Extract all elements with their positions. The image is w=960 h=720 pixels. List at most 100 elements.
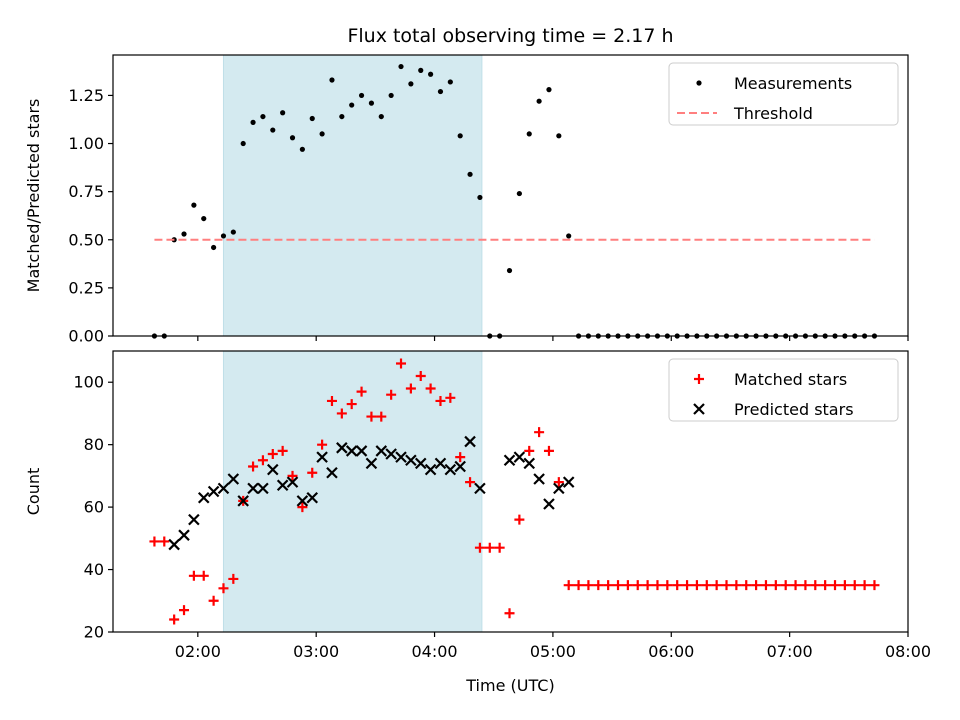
- data-point: [267, 463, 279, 476]
- data-point: [366, 411, 377, 422]
- data-point: [228, 573, 239, 584]
- data-point: [474, 482, 486, 495]
- data-point: [181, 231, 187, 237]
- data-point: [504, 608, 515, 619]
- legend: Matched stars Predicted stars: [668, 358, 899, 422]
- data-point: [464, 435, 476, 448]
- data-point: [524, 445, 535, 456]
- data-point: [307, 467, 318, 478]
- data-point: [339, 113, 345, 120]
- data-point: [533, 473, 545, 485]
- data-point: [536, 98, 542, 104]
- data-point: [299, 146, 305, 152]
- data-point: [457, 133, 463, 139]
- data-point: [211, 244, 217, 251]
- data-point: [378, 113, 384, 120]
- data-point: [336, 408, 347, 419]
- data-point: [414, 457, 427, 470]
- y-tick-label: 0.25: [68, 278, 104, 297]
- chart-panel-2: 20 40 60 80 100 02:00 03:00 04:00 05:00 06:00 07:0…: [24, 350, 931, 695]
- data-point: [296, 495, 309, 507]
- data-point: [179, 605, 190, 616]
- data-point: [257, 455, 268, 466]
- data-point: [149, 536, 160, 547]
- legend-marker: [693, 403, 705, 415]
- data-point: [662, 580, 673, 591]
- data-point: [386, 389, 397, 400]
- data-point: [563, 580, 574, 591]
- legend-label: Matched stars: [734, 370, 847, 389]
- data-point: [534, 427, 545, 438]
- data-point: [201, 215, 207, 222]
- data-point: [731, 580, 742, 591]
- data-point: [250, 119, 256, 125]
- data-point: [405, 454, 417, 467]
- data-point: [613, 580, 624, 591]
- data-point: [248, 461, 259, 472]
- data-point: [388, 92, 394, 99]
- data-point: [523, 457, 536, 470]
- series-measurements: [151, 63, 878, 339]
- y-tick-label: 1.25: [68, 86, 104, 105]
- data-point: [395, 451, 407, 463]
- data-point: [741, 580, 752, 591]
- data-point: [336, 442, 348, 454]
- legend-label: Predicted stars: [734, 400, 854, 419]
- series-predicted-stars: [168, 435, 575, 551]
- data-point: [376, 411, 387, 422]
- data-point: [454, 460, 466, 473]
- y-tick-label: 0.50: [68, 230, 104, 249]
- chart-title: Flux total observing time = 2.17 h: [347, 25, 673, 47]
- data-point: [247, 482, 259, 495]
- y-tick-label: 0.00: [68, 327, 104, 346]
- data-point: [494, 542, 505, 553]
- x-tick-label: 02:00: [175, 642, 221, 661]
- data-point: [198, 570, 209, 581]
- data-point: [553, 482, 565, 495]
- data-point: [405, 383, 416, 394]
- data-point: [603, 580, 614, 591]
- data-point: [286, 476, 299, 488]
- data-point: [418, 67, 424, 73]
- data-point: [543, 445, 554, 456]
- data-point: [691, 580, 702, 591]
- x-tick-label: 03:00: [293, 642, 339, 661]
- data-point: [800, 580, 811, 591]
- data-point: [396, 358, 407, 369]
- data-point: [260, 113, 266, 120]
- y-tick-label: 60: [84, 498, 104, 517]
- legend: Measurements Threshold: [668, 62, 899, 126]
- data-point: [682, 580, 693, 591]
- shaded-observing-region: [222, 54, 483, 337]
- data-point: [358, 92, 365, 99]
- data-point: [484, 542, 495, 553]
- data-point: [701, 580, 712, 591]
- data-point: [317, 439, 328, 450]
- data-point: [434, 457, 447, 470]
- legend-box: [668, 62, 899, 126]
- data-point: [516, 190, 522, 197]
- data-point: [385, 448, 397, 460]
- x-tick-label: 07:00: [767, 642, 813, 661]
- data-point: [287, 470, 298, 481]
- data-point: [513, 451, 526, 463]
- data-point: [355, 445, 368, 457]
- data-point: [859, 580, 870, 591]
- x-tick-label: 08:00: [885, 642, 931, 661]
- data-point: [280, 110, 286, 116]
- data-point: [277, 445, 288, 456]
- data-point: [632, 580, 643, 591]
- data-point: [770, 580, 781, 591]
- x-tick-label: 05:00: [530, 642, 576, 661]
- data-point: [297, 502, 308, 513]
- data-point: [514, 514, 525, 525]
- data-point: [526, 131, 532, 137]
- data-point: [169, 614, 180, 625]
- y-tick-label: 100: [73, 373, 104, 392]
- data-point: [270, 127, 276, 133]
- legend-marker: [694, 374, 704, 384]
- data-point: [346, 399, 357, 410]
- data-point: [329, 77, 335, 83]
- data-point: [583, 580, 594, 591]
- data-point: [425, 383, 436, 394]
